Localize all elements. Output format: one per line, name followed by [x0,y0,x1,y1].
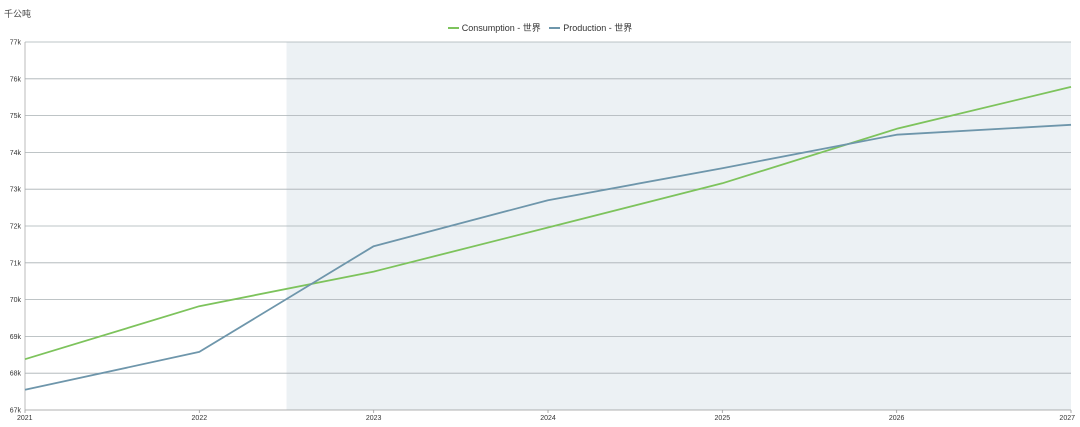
x-tick-label: 2026 [889,415,905,422]
series-line-production [24,123,1072,391]
y-tick-label: 75k [10,113,22,120]
y-tick-label: 74k [10,150,22,157]
x-tick-label: 2021 [17,415,33,422]
x-tick-label: 2025 [715,415,731,422]
y-tick-label: 73k [10,187,22,194]
y-tick-label: 70k [10,297,22,304]
x-tick-label: 2023 [366,415,382,422]
legend-item-consumption[interactable]: Consumption - 世界 [447,21,541,34]
chart-legend: Consumption - 世界 Production - 世界 [0,21,1080,34]
y-tick-label: 71k [10,260,22,267]
y-tick-label: 72k [10,224,22,231]
legend-swatch-production [549,26,561,29]
legend-swatch-consumption [447,26,459,29]
x-tick-label: 2024 [540,415,556,422]
x-tick-label: 2022 [192,415,208,422]
y-unit-label: 千公吨 [4,9,32,19]
y-tick-label: 77k [10,40,22,47]
legend-label-consumption: Consumption - 世界 [461,23,541,33]
y-tick-label: 68k [10,371,22,378]
x-tick-label: 2027 [1059,415,1075,422]
y-tick-label: 76k [10,76,22,83]
legend-item-production[interactable]: Production - 世界 [549,21,632,34]
y-tick-label: 67k [10,408,22,415]
legend-label-production: Production - 世界 [563,23,633,33]
series-line-consumption [24,86,1072,361]
y-tick-label: 69k [10,334,22,341]
